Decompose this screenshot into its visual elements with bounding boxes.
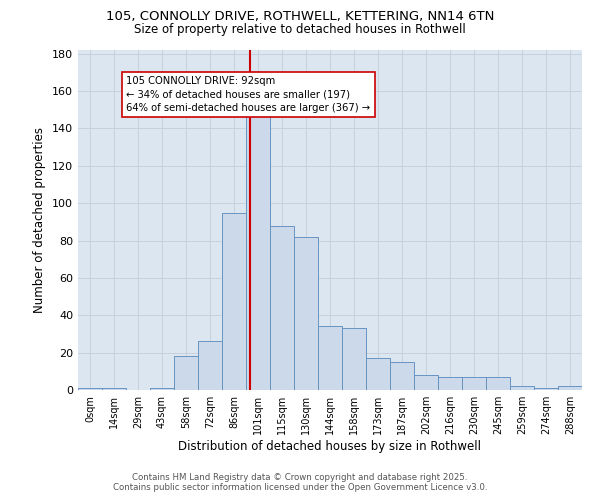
Bar [150, 388, 174, 390]
Bar [510, 386, 534, 390]
Text: Contains HM Land Registry data © Crown copyright and database right 2025.
Contai: Contains HM Land Registry data © Crown c… [113, 473, 487, 492]
Bar [198, 342, 222, 390]
Bar [558, 386, 582, 390]
Text: 105 CONNOLLY DRIVE: 92sqm
← 34% of detached houses are smaller (197)
64% of semi: 105 CONNOLLY DRIVE: 92sqm ← 34% of detac… [126, 76, 370, 112]
Text: Size of property relative to detached houses in Rothwell: Size of property relative to detached ho… [134, 22, 466, 36]
Bar [246, 110, 270, 390]
Bar [318, 326, 342, 390]
Bar [342, 328, 366, 390]
Bar [294, 237, 318, 390]
Bar [174, 356, 198, 390]
Bar [534, 388, 558, 390]
Bar [102, 388, 126, 390]
Bar [438, 377, 462, 390]
Bar [486, 377, 510, 390]
Bar [414, 375, 438, 390]
Bar [390, 362, 414, 390]
Bar [78, 388, 102, 390]
Bar [222, 212, 246, 390]
Y-axis label: Number of detached properties: Number of detached properties [34, 127, 46, 313]
Bar [366, 358, 390, 390]
Bar [270, 226, 294, 390]
X-axis label: Distribution of detached houses by size in Rothwell: Distribution of detached houses by size … [179, 440, 482, 453]
Text: 105, CONNOLLY DRIVE, ROTHWELL, KETTERING, NN14 6TN: 105, CONNOLLY DRIVE, ROTHWELL, KETTERING… [106, 10, 494, 23]
Bar [462, 377, 486, 390]
